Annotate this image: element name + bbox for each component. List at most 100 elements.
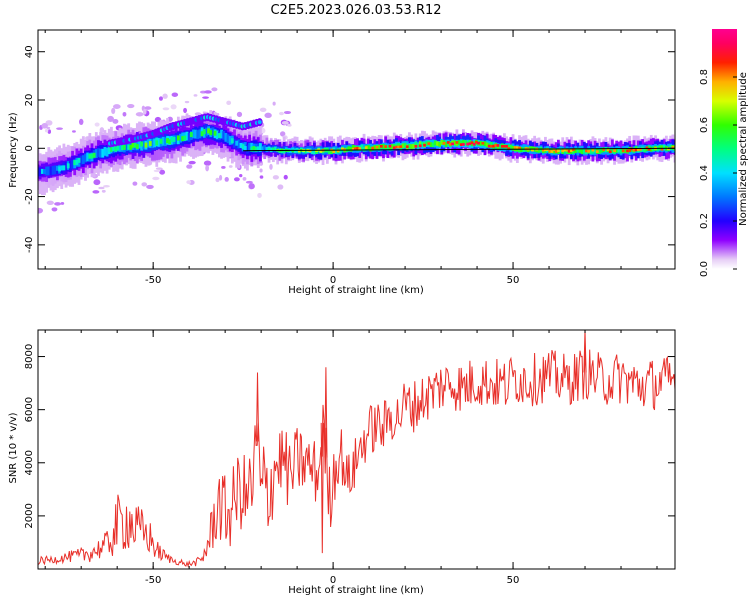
heatmap-cell — [392, 146, 396, 150]
heatmap-cell — [541, 148, 545, 152]
y-tick-label: 6000 — [24, 397, 35, 422]
heatmap-cell — [572, 148, 575, 154]
heatmap-cell — [235, 140, 239, 146]
heatmap-cell — [138, 139, 141, 149]
heatmap-cell — [125, 142, 128, 152]
heatmap-cell — [45, 166, 49, 176]
heatmap-cell — [589, 149, 593, 154]
heatmap-cloud-blob — [44, 128, 49, 133]
heatmap-cell — [401, 143, 405, 149]
heatmap-cell — [319, 150, 323, 153]
heatmap-cell — [364, 146, 368, 149]
heatmap-cell — [157, 138, 161, 147]
heatmap-cell — [291, 149, 295, 153]
heatmap-cell — [662, 144, 666, 150]
heatmap-cloud-blob — [219, 174, 223, 181]
colorbar: 0.0 0.2 0.4 0.6 0.8 Normalized spectral ampl… — [699, 29, 749, 277]
heatmap-cell — [105, 147, 109, 157]
heatmap-cell — [159, 138, 163, 144]
heatmap-cell — [513, 146, 517, 149]
heatmap-cloud-blob — [38, 207, 44, 214]
heatmap-cloud-blob — [205, 164, 210, 172]
heatmap-cell — [43, 169, 46, 175]
heatmap-cell — [574, 148, 578, 160]
heatmap-cell — [598, 149, 601, 155]
heatmap-cell — [90, 153, 94, 159]
heatmap-cell — [414, 141, 418, 147]
heatmap-cell — [200, 131, 204, 137]
heatmap-cell — [58, 166, 61, 172]
y-tick-label: 8000 — [24, 344, 35, 369]
heatmap-cell — [518, 147, 521, 153]
heatmap-cell — [101, 148, 105, 158]
heatmap-cell — [397, 145, 401, 149]
heatmap-cloud-blob — [155, 167, 163, 170]
heatmap-cell — [628, 149, 632, 152]
colorbar-tick-label: 0.4 — [699, 165, 710, 181]
heatmap-cell — [459, 143, 463, 146]
heatmap-cloud-blob — [135, 112, 144, 117]
heatmap-cell — [418, 144, 422, 148]
heatmap-cell — [522, 147, 526, 153]
heatmap-cell — [252, 146, 256, 152]
heatmap-cell — [608, 150, 612, 154]
heatmap-cell — [563, 148, 567, 152]
heatmap-cell — [548, 149, 552, 153]
heatmap-cell — [330, 149, 334, 155]
heatmap-cell — [429, 142, 433, 147]
heatmap-cell — [600, 148, 603, 153]
heatmap-cloud-blob — [259, 175, 264, 179]
heatmap-cloud-blob — [99, 127, 105, 133]
heatmap-cell — [250, 146, 254, 152]
heatmap-cloud-blob — [184, 100, 190, 104]
heatmap-cell — [129, 144, 133, 150]
heatmap-cloud-blob — [56, 127, 63, 130]
heatmap-cell — [390, 144, 394, 149]
heatmap-cell — [319, 148, 323, 160]
heatmap-cell — [297, 149, 301, 153]
heatmap-cell — [334, 149, 338, 154]
heatmap-cell — [179, 133, 182, 143]
heatmap-cell — [513, 139, 517, 151]
heatmap-cell — [274, 146, 277, 152]
heatmap-cell — [267, 147, 271, 151]
heatmap-cell — [554, 150, 558, 153]
heatmap-cell — [97, 148, 100, 157]
heatmap-cloud-blob — [127, 103, 135, 109]
heatmap-cloud-blob — [153, 169, 161, 173]
heatmap-cell — [192, 129, 195, 139]
heatmap-cloud-blob — [269, 163, 273, 170]
spectrogram-xlabel: Height of straight line (km) — [288, 285, 424, 296]
heatmap-cell — [449, 142, 452, 146]
heatmap-cloud-blob — [170, 104, 177, 110]
heatmap-cloud-blob — [162, 93, 168, 99]
heatmap-cell — [241, 144, 245, 150]
heatmap-cell — [81, 155, 85, 164]
heatmap-cloud-blob — [152, 176, 160, 181]
y-tick-label: 20 — [24, 94, 35, 107]
heatmap-cell — [446, 141, 450, 144]
heatmap-cloud-blob — [283, 110, 292, 115]
heatmap-cloud-blob — [279, 131, 286, 137]
heatmap-cell — [505, 144, 508, 148]
heatmap-cell — [259, 143, 262, 152]
snr-frame — [37, 329, 676, 570]
heatmap-cell — [464, 140, 467, 145]
heatmap-cloud-blob — [193, 94, 198, 97]
heatmap-cell — [239, 142, 243, 148]
heatmap-cell — [341, 147, 344, 151]
heatmap-cell — [477, 141, 480, 145]
heatmap-cell — [595, 150, 599, 153]
heatmap-cell — [207, 128, 210, 134]
heatmap-cell — [187, 133, 191, 142]
heatmap-cloud-blob — [186, 180, 192, 185]
heatmap-cell — [449, 135, 452, 147]
heatmap-cell — [336, 149, 340, 153]
heatmap-cell — [153, 138, 157, 148]
heatmap-cell — [442, 142, 446, 145]
heatmap-cell — [587, 149, 591, 153]
heatmap-cell — [362, 146, 366, 152]
heatmap-cell — [308, 149, 312, 153]
heatmap-cell — [217, 133, 221, 139]
heatmap-cell — [338, 148, 342, 154]
